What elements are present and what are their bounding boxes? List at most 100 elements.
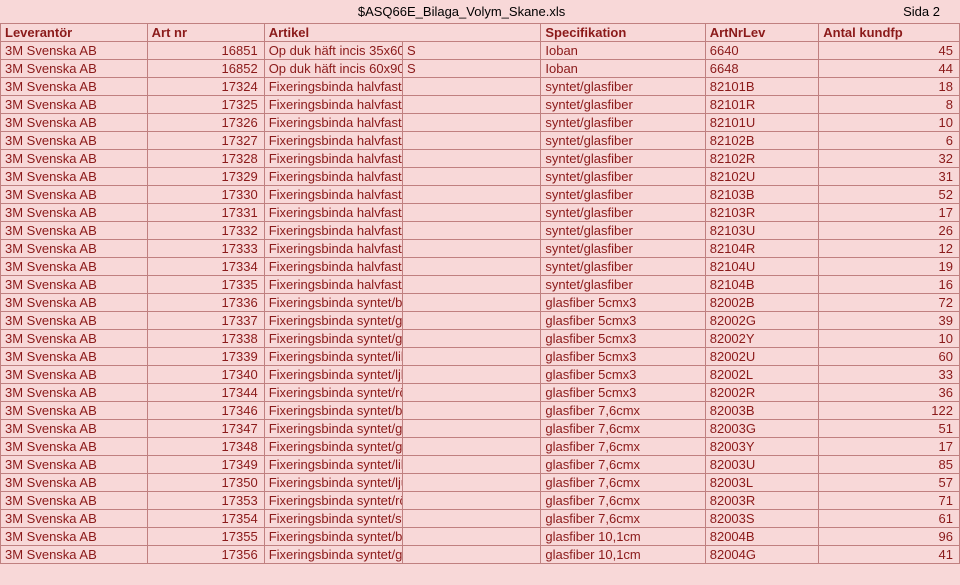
table-cell: 60 xyxy=(819,348,960,366)
table-cell: 17336 xyxy=(147,294,264,312)
table-cell: glasfiber 5cmx3 xyxy=(541,348,705,366)
table-cell: 3M Svenska AB xyxy=(1,474,148,492)
table-cell xyxy=(403,330,541,348)
col-antal: Antal kundfp xyxy=(819,24,960,42)
table-row: 3M Svenska AB17333Fixeringsbinda halvfas… xyxy=(1,240,960,258)
page-header: $ASQ66E_Bilaga_Volym_Skane.xls Sida 2 xyxy=(0,0,960,23)
table-cell: 82103U xyxy=(705,222,819,240)
table-cell: 3M Svenska AB xyxy=(1,456,148,474)
table-cell: 3M Svenska AB xyxy=(1,510,148,528)
table-cell: 3M Svenska AB xyxy=(1,528,148,546)
col-spec: Specifikation xyxy=(541,24,705,42)
table-cell: Ioban xyxy=(541,42,705,60)
table-cell: 3M Svenska AB xyxy=(1,168,148,186)
table-cell: 19 xyxy=(819,258,960,276)
table-cell: Ioban xyxy=(541,60,705,78)
table-cell: 6648 xyxy=(705,60,819,78)
page-number: Sida 2 xyxy=(903,4,940,19)
table-cell: 17325 xyxy=(147,96,264,114)
table-cell: glasfiber 7,6cmx xyxy=(541,438,705,456)
table-row: 3M Svenska AB17327Fixeringsbinda halvfas… xyxy=(1,132,960,150)
table-cell: syntet/glasfiber xyxy=(541,222,705,240)
table-cell: 82104U xyxy=(705,258,819,276)
table-row: 3M Svenska AB17330Fixeringsbinda halvfas… xyxy=(1,186,960,204)
table-row: 3M Svenska AB17344Fixeringsbinda syntet/… xyxy=(1,384,960,402)
table-cell: 3M Svenska AB xyxy=(1,42,148,60)
table-cell xyxy=(403,240,541,258)
table-cell: 3M Svenska AB xyxy=(1,384,148,402)
table-row: 3M Svenska AB17325Fixeringsbinda halvfas… xyxy=(1,96,960,114)
table-cell xyxy=(403,276,541,294)
table-cell: syntet/glasfiber xyxy=(541,96,705,114)
table-cell: glasfiber 7,6cmx xyxy=(541,492,705,510)
table-row: 3M Svenska AB17347Fixeringsbinda syntet/… xyxy=(1,420,960,438)
table-cell: 82101R xyxy=(705,96,819,114)
table-cell: 17333 xyxy=(147,240,264,258)
table-row: 3M Svenska AB17326Fixeringsbinda halvfas… xyxy=(1,114,960,132)
table-cell: 82003U xyxy=(705,456,819,474)
table-cell: 17354 xyxy=(147,510,264,528)
table-cell: 32 xyxy=(819,150,960,168)
table-cell: 3M Svenska AB xyxy=(1,240,148,258)
table-cell: 36 xyxy=(819,384,960,402)
table-cell: 17334 xyxy=(147,258,264,276)
table-cell: 3M Svenska AB xyxy=(1,96,148,114)
table-row: 3M Svenska AB17335Fixeringsbinda halvfas… xyxy=(1,276,960,294)
table-cell: Fixeringsbinda halvfast/lila xyxy=(264,222,402,240)
table-cell: 17347 xyxy=(147,420,264,438)
table-cell: 17353 xyxy=(147,492,264,510)
table-cell: 33 xyxy=(819,366,960,384)
table-cell: 17331 xyxy=(147,204,264,222)
table-cell: glasfiber 7,6cmx xyxy=(541,402,705,420)
table-cell: S xyxy=(403,60,541,78)
table-cell xyxy=(403,510,541,528)
table-cell: 3M Svenska AB xyxy=(1,132,148,150)
table-cell: glasfiber 5cmx3 xyxy=(541,384,705,402)
table-cell: syntet/glasfiber xyxy=(541,78,705,96)
table-cell: 45 xyxy=(819,42,960,60)
table-cell: Fixeringsbinda syntet/blå xyxy=(264,402,402,420)
table-cell: Fixeringsbinda halvfast/röd xyxy=(264,96,402,114)
table-cell: 17327 xyxy=(147,132,264,150)
col-artnrlev: ArtNrLev xyxy=(705,24,819,42)
table-cell: Fixeringsbinda halvfast/lila xyxy=(264,114,402,132)
table-cell: Fixeringsbinda halvfast/röd xyxy=(264,150,402,168)
table-cell xyxy=(403,186,541,204)
table-cell xyxy=(403,114,541,132)
table-cell xyxy=(403,546,541,564)
table-cell: 82004G xyxy=(705,546,819,564)
table-cell: Fixeringsbinda syntet/grön xyxy=(264,420,402,438)
table-cell: 82004B xyxy=(705,528,819,546)
table-cell xyxy=(403,456,541,474)
table-cell: 82104R xyxy=(705,240,819,258)
table-row: 3M Svenska AB17337Fixeringsbinda syntet/… xyxy=(1,312,960,330)
table-cell: 82002U xyxy=(705,348,819,366)
table-cell: 3M Svenska AB xyxy=(1,546,148,564)
table-cell: 3M Svenska AB xyxy=(1,258,148,276)
table-cell: 44 xyxy=(819,60,960,78)
table-cell: 17348 xyxy=(147,438,264,456)
table-cell xyxy=(403,402,541,420)
table-row: 3M Svenska AB17324Fixeringsbinda halvfas… xyxy=(1,78,960,96)
table-cell xyxy=(403,258,541,276)
table-cell: 3M Svenska AB xyxy=(1,438,148,456)
table-cell: syntet/glasfiber xyxy=(541,204,705,222)
table-cell: Fixeringsbinda syntet/ljblå xyxy=(264,366,402,384)
table-cell: 17 xyxy=(819,204,960,222)
table-cell: 72 xyxy=(819,294,960,312)
table-cell: 82002G xyxy=(705,312,819,330)
table-cell: 71 xyxy=(819,492,960,510)
table-cell xyxy=(403,294,541,312)
table-cell: 8 xyxy=(819,96,960,114)
table-cell: 82002L xyxy=(705,366,819,384)
table-cell xyxy=(403,150,541,168)
table-cell: Op duk häft incis 60x90cm xyxy=(264,60,402,78)
table-cell: 82002B xyxy=(705,294,819,312)
table-cell: glasfiber 10,1cm xyxy=(541,546,705,564)
table-cell: Fixeringsbinda halvfast/röd xyxy=(264,204,402,222)
table-cell: 17335 xyxy=(147,276,264,294)
table-cell: 82101U xyxy=(705,114,819,132)
table-cell: Fixeringsbinda halvfast/lila xyxy=(264,168,402,186)
table-cell: 16 xyxy=(819,276,960,294)
table-cell: 17355 xyxy=(147,528,264,546)
